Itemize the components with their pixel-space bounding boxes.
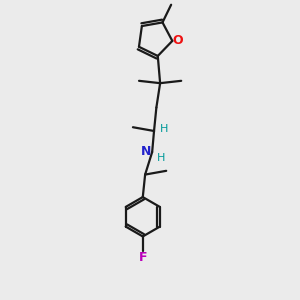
Text: H: H	[160, 124, 169, 134]
Text: O: O	[172, 34, 183, 47]
Text: F: F	[139, 251, 147, 264]
Text: N: N	[141, 145, 151, 158]
Text: H: H	[157, 153, 166, 163]
